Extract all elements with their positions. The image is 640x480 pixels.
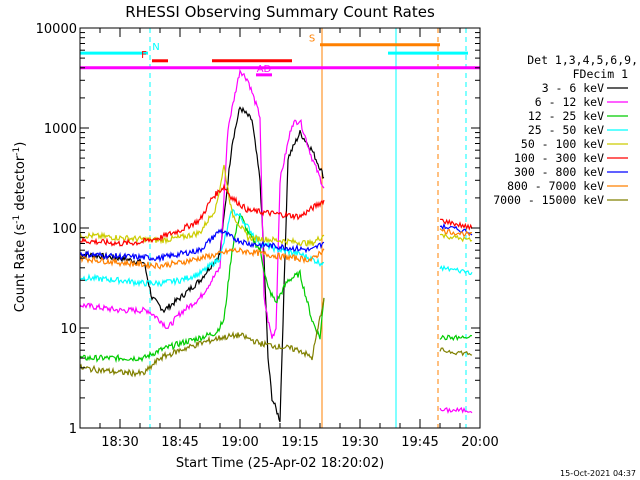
axes: 1 10 100 1000 10000 18:30 18:45 19:00 19:15 19:30… (36, 22, 499, 450)
flag-label-0: N (152, 42, 159, 53)
series-line-seg2-2 (439, 334, 473, 342)
y-axis-label-sup: -1 (12, 215, 22, 224)
legend-label-1: 6 - 12 keV (535, 95, 604, 109)
series-line-0 (80, 106, 325, 423)
y-tick-label-0: 1 (69, 422, 77, 437)
series-line-7 (80, 247, 325, 270)
series-line-seg2-3 (439, 264, 473, 276)
series-line-1 (80, 68, 325, 339)
x-axis-label: Start Time (25-Apr-02 18:20:02) (176, 456, 384, 471)
timestamp: 15-Oct-2021 04:37 (560, 469, 636, 478)
flag-label-5: S (309, 34, 315, 45)
y-tick-label-4: 10000 (36, 22, 77, 37)
flag-label-1: F (141, 50, 147, 61)
y-axis-label: Count Rate (s-1 detector-1) (12, 142, 28, 313)
legend-label-0: 3 - 6 keV (542, 81, 604, 95)
x-tick-label-0: 18:30 (101, 435, 138, 450)
series-line-3 (80, 208, 325, 288)
x-tick-label-5: 19:45 (401, 435, 438, 450)
legend-label-3: 25 - 50 keV (528, 123, 604, 137)
y-tick-label-2: 100 (52, 222, 77, 237)
series-line-5 (80, 183, 325, 247)
legend-label-5: 100 - 300 keV (514, 151, 604, 165)
plot-area: NF AD S (80, 28, 480, 428)
y-tick-label-1: 10 (60, 322, 77, 337)
y-axis-label-main: Count Rate (s (13, 224, 28, 313)
x-tick-label-6: 20:00 (461, 435, 498, 450)
legend-header-2: FDecim 1 (573, 67, 628, 81)
series-line-8 (80, 297, 325, 378)
flag-label-3: AD (257, 64, 272, 75)
series-line-seg2-7 (439, 227, 473, 238)
x-tick-label-2: 19:00 (221, 435, 258, 450)
x-tick-label-4: 19:30 (341, 435, 378, 450)
y-axis-label-sup2: -1 (12, 147, 22, 156)
legend-header-1: Det 1,3,4,5,6,9, (527, 53, 638, 67)
chart-title: RHESSI Observing Summary Count Rates (125, 3, 435, 21)
x-tick-label-3: 19:15 (281, 435, 318, 450)
series-line-seg2-8 (439, 347, 473, 357)
legend-label-7: 800 - 7000 keV (507, 179, 604, 193)
series-line-4 (80, 164, 325, 247)
series-line-6 (80, 228, 325, 263)
series-line-seg2-1 (439, 406, 473, 414)
legend-label-8: 7000 - 15000 keV (493, 193, 604, 207)
y-axis-label-end: ) (13, 142, 28, 147)
legend-label-6: 300 - 800 keV (514, 165, 604, 179)
legend-label-4: 50 - 100 keV (521, 137, 604, 151)
y-axis-label-mid: detector (13, 155, 28, 215)
series-line-2 (80, 213, 325, 364)
legend-label-2: 12 - 25 keV (528, 109, 604, 123)
series-line-seg2-5 (439, 218, 473, 231)
x-tick-label-1: 18:45 (161, 435, 198, 450)
series-line-seg2-4 (439, 232, 473, 243)
plot-frame (79, 27, 481, 429)
y-tick-label-3: 1000 (44, 122, 77, 137)
